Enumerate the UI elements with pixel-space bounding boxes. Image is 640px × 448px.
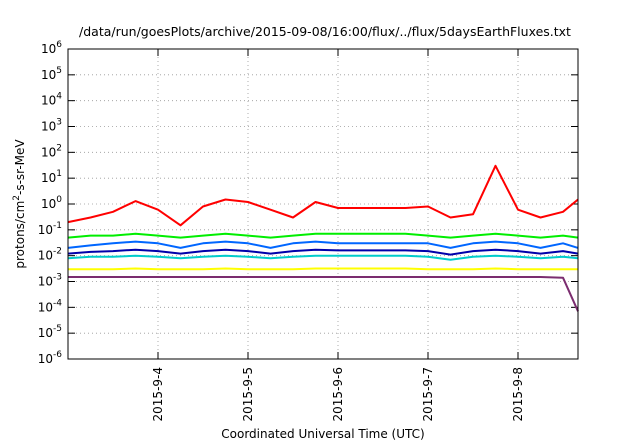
x-tick-label: 2015-9-8 <box>511 367 525 421</box>
ticks <box>68 48 578 360</box>
y-tick-label: 10-1 <box>38 221 62 237</box>
series-line-7 <box>68 276 579 312</box>
y-tick-labels: 10-6 10-5 10-4 10-3 10-2 10-1 100 101 102 103 104 1… <box>38 40 63 366</box>
series-line-1 <box>67 164 579 227</box>
y-tick-label: 103 <box>41 118 62 134</box>
y-tick-label: 101 <box>41 169 62 185</box>
series-line-3 <box>67 254 579 261</box>
x-tick-label: 2015-9-4 <box>151 367 165 421</box>
y-tick-label: 106 <box>41 40 62 56</box>
series-line-2 <box>67 232 579 239</box>
y-axis-label: protons/cm2-s-sr-MeV <box>12 139 27 269</box>
y-tick-label: 10-2 <box>38 247 62 263</box>
x-tick-labels: 2015-9-4 2015-9-5 2015-9-6 2015-9-7 2015-9-8 <box>151 367 525 421</box>
series-line-4 <box>67 240 579 249</box>
y-tick-label: 105 <box>41 66 62 82</box>
x-tick-label: 2015-9-6 <box>331 367 345 421</box>
series-line-5 <box>67 248 579 256</box>
series-line-6 <box>68 267 578 271</box>
y-tick-label: 10-6 <box>38 350 63 366</box>
series-layer <box>67 164 579 312</box>
y-tick-label: 100 <box>41 195 62 211</box>
x-axis-label: Coordinated Universal Time (UTC) <box>221 427 424 441</box>
y-tick-label: 10-3 <box>38 273 62 289</box>
y-tick-label: 10-5 <box>38 324 62 340</box>
chart-title: /data/run/goesPlots/archive/2015-09-08/1… <box>79 24 571 39</box>
x-tick-label: 2015-9-5 <box>241 367 255 421</box>
x-tick-label: 2015-9-7 <box>421 367 435 421</box>
plot-frame <box>67 48 579 360</box>
y-tick-label: 102 <box>41 143 62 159</box>
y-tick-label: 104 <box>41 92 62 108</box>
y-tick-label: 10-4 <box>38 298 63 314</box>
